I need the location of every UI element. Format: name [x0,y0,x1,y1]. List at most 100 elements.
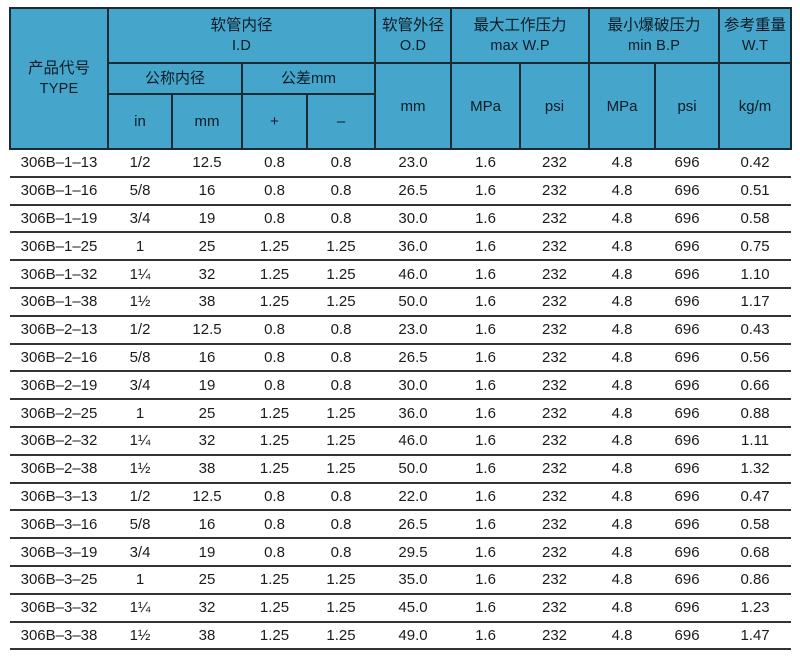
cell-tol-minus: 0.8 [307,343,376,373]
header-unit-in: in [107,93,173,150]
cell-wt-kgm: 0.56 [719,343,792,373]
cell-tol-plus: 1.25 [242,565,307,595]
cell-id-mm: 38 [172,621,242,651]
cell-tol-minus: 0.8 [307,204,376,234]
cell-od-mm: 45.0 [375,593,452,623]
cell-wp-mpa: 1.6 [451,565,521,595]
cell-od-mm: 50.0 [375,454,452,484]
cell-wt-kgm: 0.86 [719,565,792,595]
header-unit-mm: mm [171,93,243,150]
table-body: 306B–1–13 1/2 12.5 0.8 0.8 23.0 1.6 232 4.8 696 0.… [10,149,792,651]
cell-wp-psi: 232 [520,565,590,595]
cell-tol-minus: 1.25 [307,621,376,651]
cell-wp-mpa: 1.6 [451,260,521,289]
cell-id-in: 1/2 [108,315,172,345]
cell-id-in: 1¼ [108,426,172,456]
cell-tol-plus: 0.8 [242,538,307,567]
cell-od-mm: 49.0 [375,621,452,651]
cell-bp-mpa: 4.8 [589,454,656,484]
cell-bp-psi: 696 [655,399,720,428]
cell-wp-psi: 232 [520,510,590,540]
cell-tol-minus: 1.25 [307,232,376,262]
table-row: 306B–1–16 5/8 16 0.8 0.8 26.5 1.6 232 4.8 696 0.51 [10,176,792,206]
cell-tol-plus: 1.25 [242,593,307,623]
cell-id-mm: 38 [172,454,242,484]
hose-spec-table: 产品代号 TYPE 软管内径 I.D 软管外径 O.D 最大工作压力 max W… [9,7,793,651]
cell-id-in: 1½ [108,287,172,317]
cell-id-mm: 16 [172,176,242,206]
table-row: 306B–2–38 1½ 38 1.25 1.25 50.0 1.6 232 4.8 696 1.3… [10,454,792,484]
cell-type: 306B–2–25 [10,399,108,428]
cell-wp-psi: 232 [520,454,590,484]
cell-od-mm: 46.0 [375,426,452,456]
header-outer-diameter-group: 软管外径 O.D [374,7,453,64]
cell-id-mm: 25 [172,565,242,595]
header-tolerance-mm: 公差mm [240,62,377,95]
cell-bp-mpa: 4.8 [589,510,656,540]
cell-od-mm: 30.0 [375,204,452,234]
cell-wt-kgm: 0.75 [719,232,792,262]
cell-od-mm: 46.0 [375,260,452,289]
cell-bp-psi: 696 [655,204,720,234]
table-row: 306B–3–19 3/4 19 0.8 0.8 29.5 1.6 232 4.8 696 0.68 [10,538,792,567]
cell-bp-mpa: 4.8 [589,176,656,206]
cell-tol-plus: 1.25 [242,426,307,456]
header-max-working-pressure-en: max W.P [490,38,550,55]
cell-wp-mpa: 1.6 [451,287,521,317]
cell-wt-kgm: 1.17 [719,287,792,317]
cell-type: 306B–1–38 [10,287,108,317]
header-reference-weight-cn: 参考重量 [724,16,787,34]
cell-od-mm: 36.0 [375,399,452,428]
cell-id-in: 1½ [108,454,172,484]
cell-wp-psi: 232 [520,399,590,428]
cell-tol-minus: 1.25 [307,426,376,456]
cell-bp-psi: 696 [655,510,720,540]
cell-tol-minus: 0.8 [307,482,376,512]
table-row: 306B–2–32 1¼ 32 1.25 1.25 46.0 1.6 232 4.8 696 1.1… [10,426,792,456]
cell-tol-minus: 1.25 [307,593,376,623]
header-inner-diameter-group: 软管内径 I.D [106,7,377,64]
header-bp-unit-mpa: MPa [588,62,657,150]
header-bp-unit-psi: psi [654,62,721,150]
cell-id-mm: 12.5 [172,315,242,345]
cell-type: 306B–2–38 [10,454,108,484]
cell-bp-psi: 696 [655,343,720,373]
cell-wp-mpa: 1.6 [451,454,521,484]
header-product-type-cn: 产品代号 [27,59,90,77]
cell-tol-plus: 0.8 [242,371,307,401]
cell-type: 306B–3–38 [10,621,108,651]
cell-bp-psi: 696 [655,621,720,651]
cell-type: 306B–3–32 [10,593,108,623]
cell-od-mm: 23.0 [375,315,452,345]
cell-id-mm: 12.5 [172,482,242,512]
table-row: 306B–3–38 1½ 38 1.25 1.25 49.0 1.6 232 4.8 696 1.4… [10,621,792,651]
header-outer-diameter-en: O.D [399,38,427,55]
cell-wp-mpa: 1.6 [451,176,521,206]
cell-wt-kgm: 0.66 [719,371,792,401]
cell-id-mm: 25 [172,232,242,262]
cell-wp-mpa: 1.6 [451,482,521,512]
cell-bp-psi: 696 [655,565,720,595]
table-row: 306B–1–13 1/2 12.5 0.8 0.8 23.0 1.6 232 4.8 696 0.… [10,149,792,178]
header-tolerance-minus: – [305,93,377,150]
cell-type: 306B–1–16 [10,176,108,206]
cell-id-in: 3/4 [108,538,172,567]
cell-bp-psi: 696 [655,426,720,456]
table-row: 306B–2–16 5/8 16 0.8 0.8 26.5 1.6 232 4.8 696 0.56 [10,343,792,373]
cell-tol-minus: 1.25 [307,454,376,484]
cell-wt-kgm: 0.43 [719,315,792,345]
cell-wp-mpa: 1.6 [451,232,521,262]
cell-wp-psi: 232 [520,315,590,345]
cell-bp-psi: 696 [655,315,720,345]
cell-type: 306B–3–19 [10,538,108,567]
cell-type: 306B–2–13 [10,315,108,345]
cell-type: 306B–2–19 [10,371,108,401]
cell-bp-psi: 696 [655,454,720,484]
header-max-working-pressure-group: 最大工作压力 max W.P [450,7,591,64]
cell-tol-minus: 1.25 [307,399,376,428]
cell-bp-mpa: 4.8 [589,399,656,428]
cell-bp-mpa: 4.8 [589,371,656,401]
header-wp-unit-psi: psi [519,62,591,150]
cell-bp-psi: 696 [655,287,720,317]
